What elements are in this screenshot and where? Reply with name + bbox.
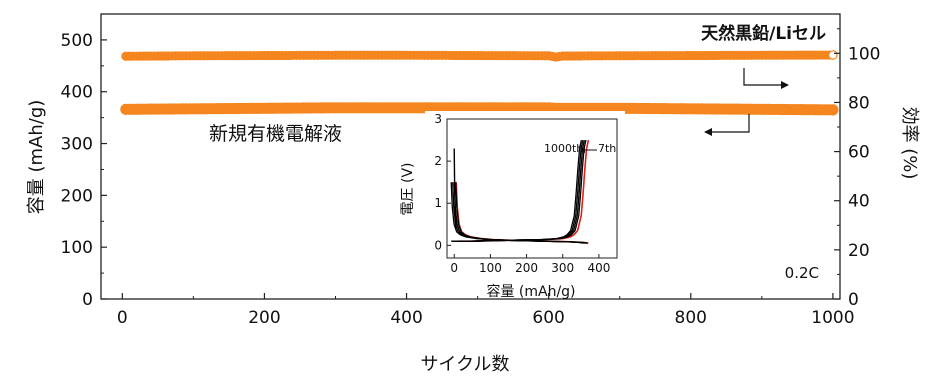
inset-y-tick-label: 1 <box>434 196 442 210</box>
y-right-tick-label: 20 <box>848 241 870 261</box>
y-left-tick-label: 500 <box>61 31 93 51</box>
y-left-tick-label: 300 <box>61 135 93 155</box>
inset-y-tick-label: 0 <box>434 238 442 252</box>
inset-x-tick-label: 100 <box>479 261 502 275</box>
electrolyte-label: 新規有機電解液 <box>209 123 342 145</box>
y-right-tick-label: 40 <box>848 192 870 212</box>
capacity-point <box>827 104 839 116</box>
x-tick-label: 600 <box>532 308 564 328</box>
inset-data-layer <box>450 139 590 245</box>
inset-cycle-arrow <box>580 147 597 153</box>
inset-background <box>425 111 625 261</box>
inset-chart: 0 100 200 300 400 0 1 2 3 電圧 (V) 容量 (mAh/g) 1000… <box>400 111 625 300</box>
x-tick-label: 800 <box>675 308 707 328</box>
y-left-tick-label: 100 <box>61 238 93 258</box>
x-tick-label: 200 <box>248 308 280 328</box>
y-axis-left-label: 容量 (mAh/g) <box>26 100 47 215</box>
x-tick-label: 1000 <box>811 308 854 328</box>
y-left-tick-label: 200 <box>61 186 93 206</box>
inset-label-1000th: 1000th <box>544 142 583 155</box>
inset-frame <box>446 118 618 259</box>
y-right-tick-label: 80 <box>848 93 870 113</box>
y-left-tick-label: 0 <box>82 290 93 310</box>
inset-y-label: 電圧 (V) <box>400 163 416 216</box>
inset-axes-layer: 0 100 200 300 400 0 1 2 3 <box>434 112 610 275</box>
inset-curve-discharge <box>455 182 588 244</box>
chart-title: 天然黒鉛/Liセル <box>701 23 826 44</box>
x-tick-label: 0 <box>117 308 128 328</box>
y-axis-right-label: 効率 (%) <box>899 107 920 180</box>
y-left-tick-label: 400 <box>61 83 93 103</box>
x-axis-label: サイクル数 <box>420 354 509 375</box>
rate-label: 0.2C <box>785 264 819 282</box>
inset-x-tick-label: 300 <box>551 261 574 275</box>
main-data-layer <box>120 50 839 116</box>
inset-curve-first-cycle <box>453 148 457 229</box>
efficiency-point-last <box>828 50 838 60</box>
left-axis-arrow <box>704 114 750 136</box>
inset-curve-charge <box>455 139 587 242</box>
x-tick-label: 400 <box>390 308 422 328</box>
plot-frame <box>100 13 841 300</box>
inset-x-tick-label: 400 <box>587 261 610 275</box>
inset-label-7th: 7th <box>598 142 616 155</box>
inset-y-tick-label: 3 <box>434 112 442 126</box>
inset-x-label: 容量 (mAh/g) <box>486 283 575 300</box>
main-axes-layer: 0 200 400 600 800 100001002003004005000204060… <box>61 13 880 328</box>
right-axis-arrow <box>743 68 789 89</box>
y-right-tick-label: 100 <box>848 44 880 64</box>
y-right-tick-label: 0 <box>848 290 859 310</box>
inset-x-tick-label: 0 <box>450 261 458 275</box>
inset-y-tick-label: 2 <box>434 154 442 168</box>
y-right-tick-label: 60 <box>848 143 870 163</box>
inset-x-tick-label: 200 <box>515 261 538 275</box>
